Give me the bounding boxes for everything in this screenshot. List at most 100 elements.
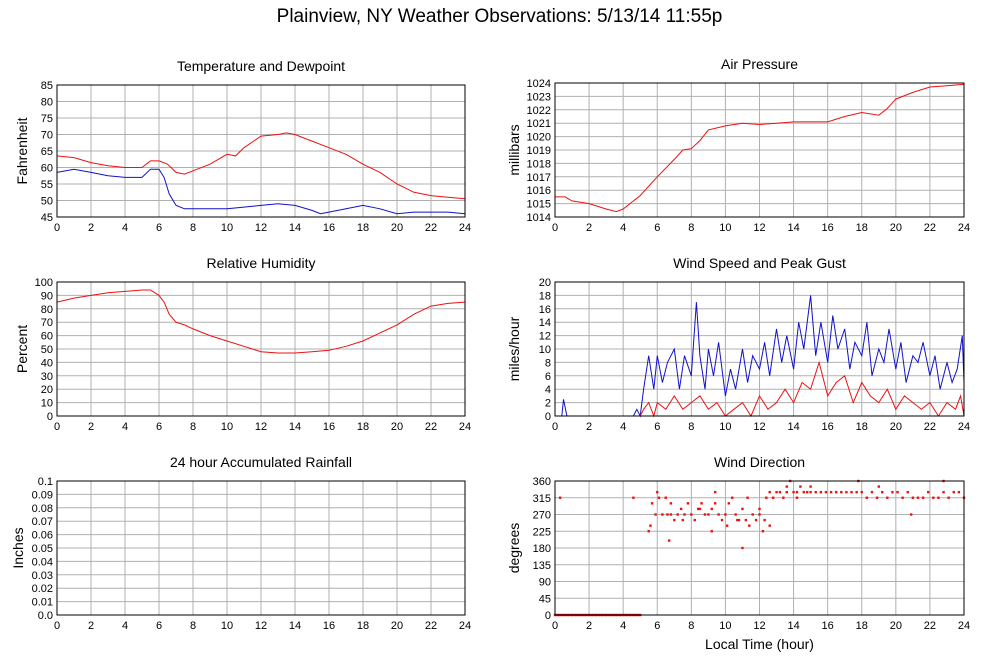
y-tick-label: 0.04 [32, 556, 53, 568]
data-point [911, 496, 915, 499]
data-point [765, 496, 768, 499]
plot-frame [56, 84, 466, 218]
y-tick-label: 1014 [527, 212, 551, 224]
data-point [693, 518, 696, 522]
data-point [669, 502, 673, 505]
y-tick-label: 1023 [527, 91, 551, 103]
x-tick-label: 14 [289, 620, 301, 632]
data-point [661, 513, 664, 516]
x-tick-label: 8 [688, 222, 694, 234]
x-tick-label: 0 [54, 620, 60, 632]
x-tick-label: 2 [586, 421, 592, 433]
y-tick-label: 1015 [527, 199, 551, 211]
data-point [840, 490, 843, 494]
series-line-blue [56, 168, 466, 215]
data-point [681, 518, 685, 522]
data-point [809, 485, 812, 488]
x-tick-label: 4 [122, 620, 128, 632]
y-tick-label: 90 [539, 577, 551, 589]
y-axis-label: miles/hour [506, 316, 522, 381]
data-point [720, 518, 724, 522]
data-point [758, 513, 761, 516]
y-tick-label: 0.1 [38, 476, 53, 488]
y-tick-label: 1024 [527, 78, 551, 90]
y-tick-label: 0 [545, 610, 551, 622]
data-point [664, 496, 667, 499]
data-point [744, 518, 748, 522]
y-tick-label: 50 [41, 344, 53, 356]
x-tick-label: 4 [620, 421, 626, 433]
x-tick-label: 18 [357, 222, 369, 234]
x-tick-label: 6 [156, 620, 162, 632]
x-tick-label: 20 [890, 421, 902, 433]
plot-frame [56, 281, 466, 417]
x-tick-label: 6 [654, 222, 660, 234]
data-point [696, 507, 700, 511]
x-tick-label: 22 [924, 421, 936, 433]
data-point [834, 490, 838, 494]
y-tick-label: 80 [41, 304, 53, 316]
series-line-red [56, 289, 466, 354]
x-tick-label: 12 [255, 620, 267, 632]
y-tick-label: 135 [533, 560, 551, 572]
y-tick-label: 12 [539, 331, 551, 343]
x-tick-label: 10 [221, 421, 233, 433]
panel-title: Temperature and Dewpoint [177, 58, 345, 74]
y-tick-label: 6 [545, 371, 551, 383]
y-tick-label: 45 [539, 593, 551, 605]
plot-frame [554, 281, 965, 417]
data-point [700, 502, 703, 505]
data-point [778, 490, 782, 494]
y-tick-label: 0 [47, 411, 53, 423]
data-point [717, 513, 720, 516]
x-tick-label: 18 [856, 421, 868, 433]
x-tick-label: 16 [822, 222, 834, 234]
x-tick-label: 2 [88, 421, 94, 433]
data-point [713, 490, 717, 494]
series-line-red [555, 360, 965, 418]
x-tick-label: 20 [890, 222, 902, 234]
x-tick-label: 10 [719, 222, 731, 234]
x-tick-label: 18 [357, 421, 369, 433]
y-tick-label: 225 [533, 526, 551, 538]
x-tick-label: 18 [357, 620, 369, 632]
data-point [795, 496, 799, 499]
data-point [870, 490, 874, 494]
x-tick-label: 4 [620, 222, 626, 234]
data-point [901, 496, 904, 499]
y-axis-label: degrees [506, 523, 522, 574]
x-tick-label: 20 [391, 620, 403, 632]
x-axis-label: Local Time (hour) [705, 636, 814, 652]
data-point [710, 507, 713, 511]
data-point [669, 513, 673, 516]
data-point [881, 490, 884, 494]
y-tick-label: 75 [41, 113, 53, 125]
y-tick-label: 1016 [527, 185, 551, 197]
data-point [809, 490, 812, 494]
data-point [746, 496, 749, 499]
y-tick-label: 0.08 [32, 503, 53, 515]
data-point [632, 496, 635, 499]
data-point [736, 518, 739, 522]
x-tick-label: 2 [586, 620, 592, 632]
data-point [725, 524, 729, 527]
data-point [741, 507, 744, 511]
x-tick-label: 22 [425, 421, 437, 433]
data-point [860, 490, 863, 494]
data-point [656, 490, 659, 494]
x-tick-label: 12 [753, 222, 765, 234]
y-tick-label: 1018 [527, 158, 551, 170]
y-tick-label: 2 [545, 398, 551, 410]
y-tick-label: 0 [545, 411, 551, 423]
x-tick-label: 20 [391, 421, 403, 433]
y-tick-label: 1017 [527, 172, 551, 184]
y-axis-label: millibars [506, 124, 522, 175]
y-tick-label: 0.09 [32, 489, 53, 501]
y-tick-label: 1019 [527, 145, 551, 157]
x-tick-label: 0 [54, 421, 60, 433]
x-tick-label: 6 [654, 421, 660, 433]
data-point [741, 546, 744, 550]
